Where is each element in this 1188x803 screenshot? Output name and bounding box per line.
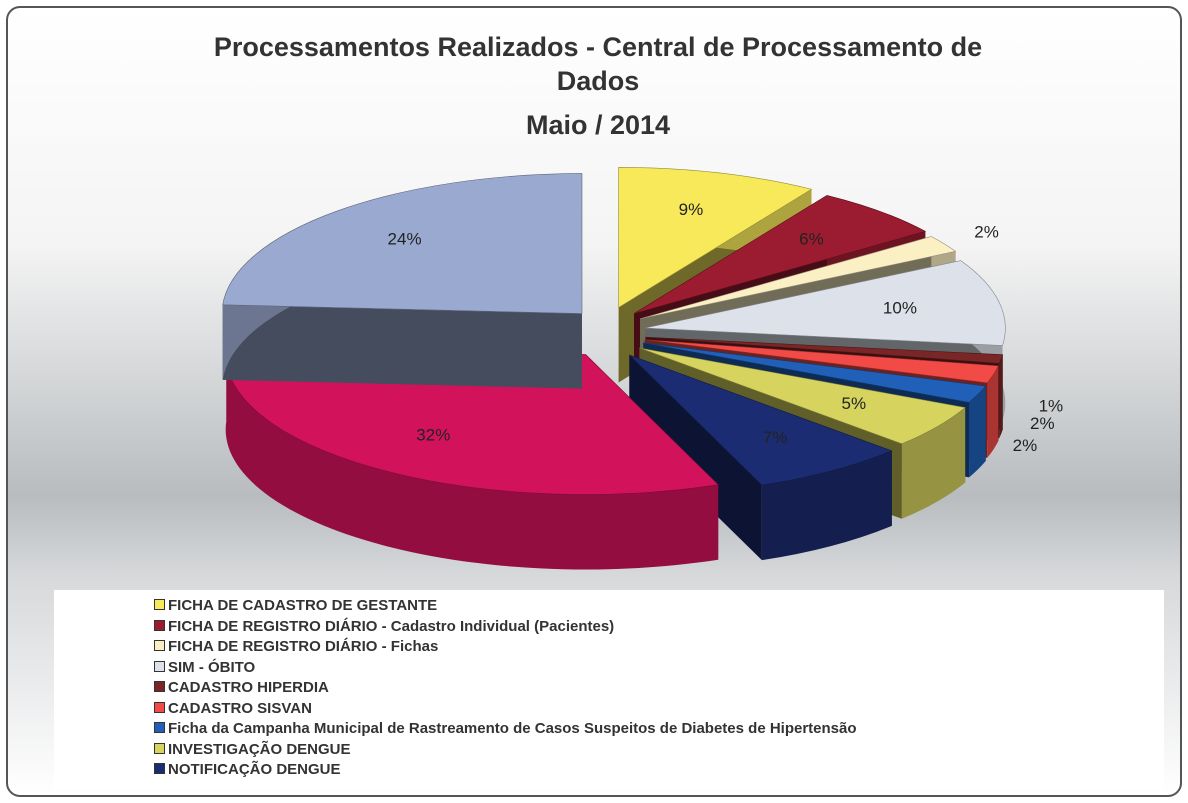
slice-side: [987, 365, 999, 458]
slice-top: [643, 342, 987, 403]
slice-side: [225, 345, 719, 570]
slice-top: [640, 236, 957, 320]
slice-side: [901, 407, 966, 519]
legend: FICHA DE CADASTRO DE GESTANTE FICHA DE RE…: [54, 590, 1164, 790]
data-label: 32%: [416, 426, 450, 445]
chart-frame: 9% 6% 2% 10% 1% 2% 2% 5% 7% 32% 24% Processamentos…: [6, 6, 1182, 797]
legend-swatch: [154, 619, 165, 631]
legend-entry: FICHA DE REGISTRO DIÁRIO - Fichas: [54, 637, 1164, 658]
legend-label: FICHA DE REGISTRO DIÁRIO - Cadastro Indi…: [168, 617, 615, 635]
slice-top: [645, 336, 1004, 364]
slice-cut-face: [222, 304, 582, 389]
data-label: 5%: [842, 394, 867, 413]
legend-label: INVESTIGAÇÃO DENGUE: [168, 740, 351, 758]
slice-top: [639, 347, 966, 445]
legend-swatch: [154, 763, 165, 774]
slice-top: [225, 345, 719, 495]
legend-entry: FICHA DE CADASTRO DE GESTANTE: [54, 596, 1164, 617]
legend-swatch: [154, 742, 165, 754]
legend-entry: NOTIFICAÇÃO DENGUE: [54, 760, 1164, 781]
legend-swatch: [154, 701, 165, 713]
legend-label: FICHA DE REGISTRO DIÁRIO - Fichas: [168, 638, 439, 655]
data-label: 7%: [763, 428, 788, 447]
legend-swatch: [154, 681, 165, 692]
legend-label: FICHA DE CADASTRO DE GESTANTE: [168, 597, 438, 614]
legend-label: CADASTRO SISVAN: [168, 699, 312, 717]
chart-title: Processamentos Realizados - Central de P…: [213, 32, 983, 96]
slice-top: [633, 195, 927, 314]
data-label: 10%: [883, 299, 917, 318]
slice-top: [645, 260, 1006, 346]
legend-swatch: [154, 599, 165, 610]
chart-subtitle: Maio / 2014: [525, 110, 671, 140]
slice-side: [969, 386, 986, 478]
slice: [222, 173, 583, 389]
data-label: 6%: [799, 230, 824, 249]
slice-top: [629, 354, 893, 486]
slice-top: [618, 167, 813, 308]
legend-entry: FICHA DE REGISTRO DIÁRIO - Cadastro Indi…: [54, 617, 1164, 638]
legend-entry: INVESTIGAÇÃO DENGUE: [54, 740, 1164, 761]
legend-label: CADASTRO HIPERDIA: [168, 679, 329, 696]
chart: 9%6% 2%10%1%2%2%5%7%32%24%: [222, 167, 1064, 570]
slice: [629, 354, 893, 561]
slice-side: [761, 450, 892, 561]
data-label: 1%: [1039, 397, 1064, 416]
data-label: 2%: [974, 223, 999, 242]
data-label: 24%: [388, 230, 422, 249]
legend-label: SIM - ÓBITO: [168, 658, 256, 676]
slice-top: [644, 339, 999, 384]
data-label: 9%: [679, 200, 704, 219]
data-label: 2%: [1030, 414, 1055, 433]
data-label: 2%: [1013, 436, 1038, 455]
legend-label: Ficha da Campanha Municipal de Rastreame…: [168, 720, 857, 737]
legend-swatch: [154, 660, 165, 672]
legend-swatch: [154, 640, 165, 651]
legend-entry: SIM - ÓBITO: [54, 658, 1164, 679]
legend-entry: CADASTRO HIPERDIA: [54, 678, 1164, 699]
slice-side: [999, 354, 1003, 439]
legend-swatch: [154, 722, 165, 733]
legend-entry: Ficha da Campanha Municipal de Rastreame…: [54, 719, 1164, 740]
slice-cut-face: [629, 355, 762, 561]
slice-top: [222, 173, 583, 314]
legend-entry: CADASTRO SISVAN: [54, 699, 1164, 720]
legend-label: NOTIFICAÇÃO DENGUE: [168, 761, 341, 778]
